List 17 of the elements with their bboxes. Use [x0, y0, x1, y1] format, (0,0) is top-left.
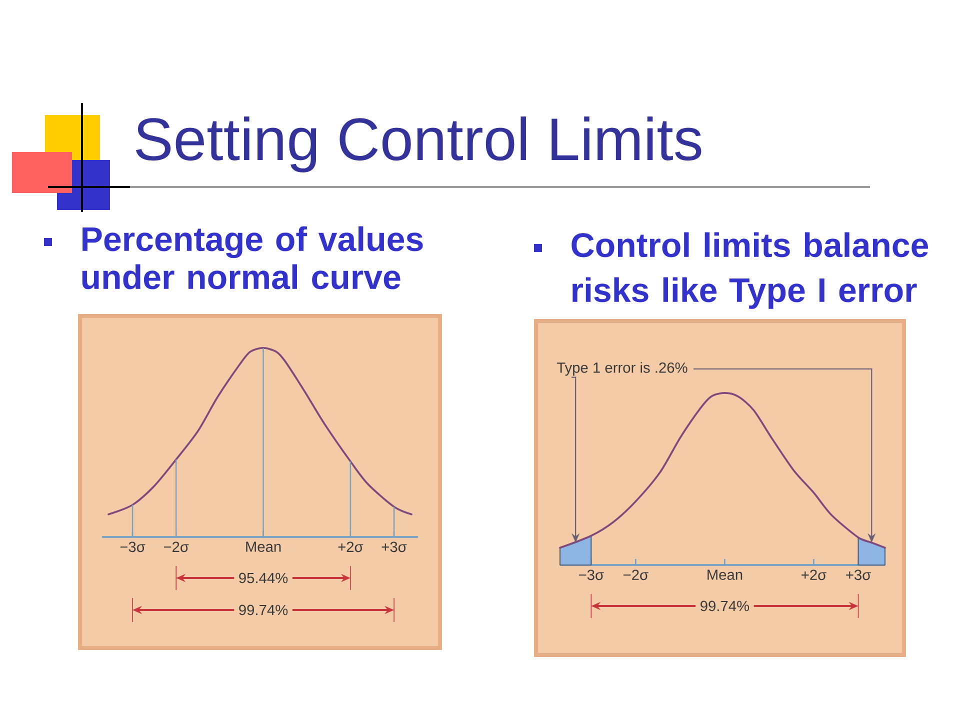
x-tick-label: +2σ: [802, 570, 826, 580]
x-tick-label: Mean: [708, 570, 742, 580]
x-tick-label: Mean: [246, 542, 281, 552]
text: Type 1 error is .26%: [556, 362, 688, 376]
x-tick-label: +3σ: [382, 542, 407, 552]
text: 99.74%: [700, 600, 750, 612]
text: 95.44%: [239, 572, 288, 584]
chart-subtitle: Percentage of values under normal curve: [82, 226, 423, 290]
x-tick-label: −3σ: [120, 542, 146, 552]
x-tick-label: +3σ: [846, 570, 871, 580]
x-tick-label: +2σ: [338, 542, 364, 552]
chart-title: Setting Control Limits: [136, 116, 702, 172]
x-tick-label: −2σ: [624, 570, 648, 580]
chart-subtitle: Control limits balance risks like Type I error: [572, 232, 928, 309]
x-tick-label: −2σ: [164, 542, 189, 552]
x-tick-label: −3σ: [579, 570, 604, 580]
text: 99.74%: [239, 604, 288, 616]
